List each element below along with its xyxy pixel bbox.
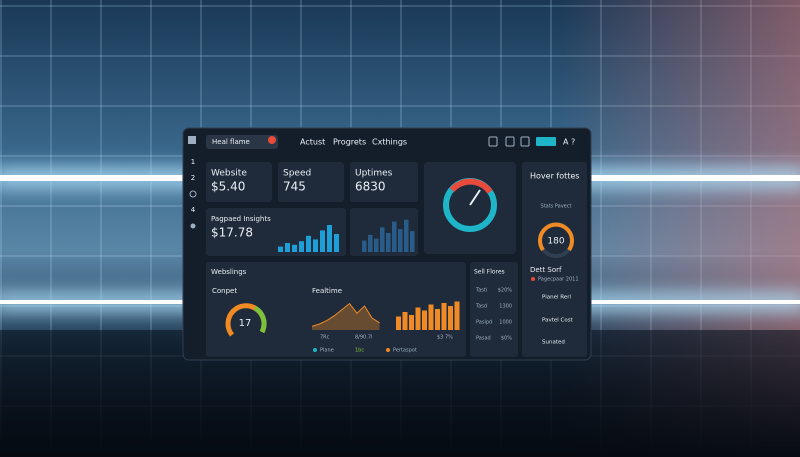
card-label: Speed <box>283 169 311 179</box>
sales-cell: $0% <box>501 336 512 342</box>
legend-dot <box>313 348 317 352</box>
search-text: Heal flame <box>212 138 250 146</box>
bar <box>362 240 367 252</box>
bar <box>415 307 421 330</box>
bar <box>404 219 409 252</box>
bar <box>313 239 318 252</box>
card <box>206 162 272 202</box>
gauge-value: 17 <box>239 318 252 329</box>
card-label: Uptimes <box>355 169 393 179</box>
sales-cell: Pasipd <box>476 320 492 326</box>
sales-cell: Pasad <box>476 336 491 342</box>
bar <box>435 309 440 330</box>
sidebar-item[interactable]: 2 <box>191 174 195 182</box>
sales-cell: Tasti <box>475 288 487 294</box>
sales-cell: $20% <box>498 288 513 294</box>
gauge-arc <box>449 178 493 194</box>
notify-dot <box>268 136 276 144</box>
bar <box>374 238 379 252</box>
bar <box>285 243 290 252</box>
stat: 1bc <box>355 348 364 354</box>
panel-subtitle: Stats Pavect <box>541 204 572 210</box>
bar <box>441 303 447 330</box>
bar <box>428 304 434 330</box>
list-item[interactable]: Pavtel Cost <box>542 318 574 324</box>
side-panel <box>522 162 587 357</box>
nav-item[interactable]: Progrets <box>333 138 366 147</box>
card <box>278 162 344 202</box>
icon[interactable] <box>520 136 530 147</box>
stat: 7Rc <box>320 335 330 341</box>
toggle[interactable] <box>536 137 556 146</box>
sales-cell: 1000 <box>499 320 512 326</box>
bar <box>402 312 408 330</box>
caption: Dett Sorf <box>530 266 562 274</box>
gauge-needle <box>469 189 481 206</box>
bar <box>422 310 427 330</box>
gauge-card <box>424 162 516 254</box>
bar <box>396 316 401 330</box>
bar <box>299 241 304 252</box>
card-value: 745 <box>283 180 306 194</box>
bar <box>380 227 385 252</box>
card <box>350 162 418 202</box>
nav-item[interactable]: Cxthings <box>372 138 407 147</box>
bar <box>410 231 415 252</box>
panel-title: Hover fottes <box>530 172 579 181</box>
caption-sub: Pagecpaar 2011 <box>538 277 579 283</box>
sidebar-item[interactable]: 1 <box>191 158 195 166</box>
gauge-title: Conpet <box>212 287 237 295</box>
bar <box>392 221 397 252</box>
bottom-panel <box>206 262 466 357</box>
legend-label: Pertaspot <box>393 348 417 354</box>
sidebar-item[interactable]: 4 <box>191 206 196 214</box>
gauge-value: 180 <box>547 237 564 247</box>
bar <box>409 315 414 330</box>
icon[interactable] <box>505 136 515 147</box>
bar <box>334 234 339 252</box>
list-item[interactable]: Sunated <box>542 340 565 346</box>
area <box>312 303 380 330</box>
bar <box>327 225 332 252</box>
search-box[interactable] <box>206 135 278 149</box>
nav-item[interactable]: Actust <box>300 138 325 147</box>
stat: $3 7% <box>437 335 453 341</box>
bar <box>448 306 453 330</box>
panel-title: Webslings <box>211 268 247 276</box>
gauge-arc <box>538 222 574 252</box>
sidebar-icon[interactable] <box>189 190 197 198</box>
bar <box>398 229 403 252</box>
chart-title: Fealtime <box>312 287 342 295</box>
menu-icon[interactable] <box>188 136 196 144</box>
card-value: $5.40 <box>211 180 245 194</box>
gauge-arc <box>253 305 267 334</box>
bar <box>306 235 311 252</box>
legend-dot <box>386 348 390 352</box>
sidebar-icon[interactable] <box>190 223 196 229</box>
sales-cell: 1300 <box>499 304 512 310</box>
card-value: 6830 <box>355 180 386 194</box>
card-label: Website <box>211 169 247 179</box>
list-item[interactable]: Pianel Rerl <box>542 295 571 301</box>
stat: 8/90.7I <box>355 335 372 341</box>
bar <box>278 246 283 252</box>
icon-text[interactable]: A ? <box>563 138 575 147</box>
bar <box>368 234 373 252</box>
legend-label: Plane <box>320 348 334 354</box>
card-label: Pagpaed Insights <box>211 215 271 223</box>
icon[interactable] <box>488 136 498 147</box>
sales-cell: Tasd <box>475 304 487 310</box>
card-value: $17.78 <box>211 226 253 240</box>
bar <box>320 230 325 252</box>
sales-panel <box>470 262 518 357</box>
bar <box>386 233 391 252</box>
dot <box>531 277 535 281</box>
bar <box>454 301 460 330</box>
panel-title: Sell Flores <box>474 269 505 276</box>
bar <box>292 244 297 252</box>
area-line <box>311 302 380 327</box>
